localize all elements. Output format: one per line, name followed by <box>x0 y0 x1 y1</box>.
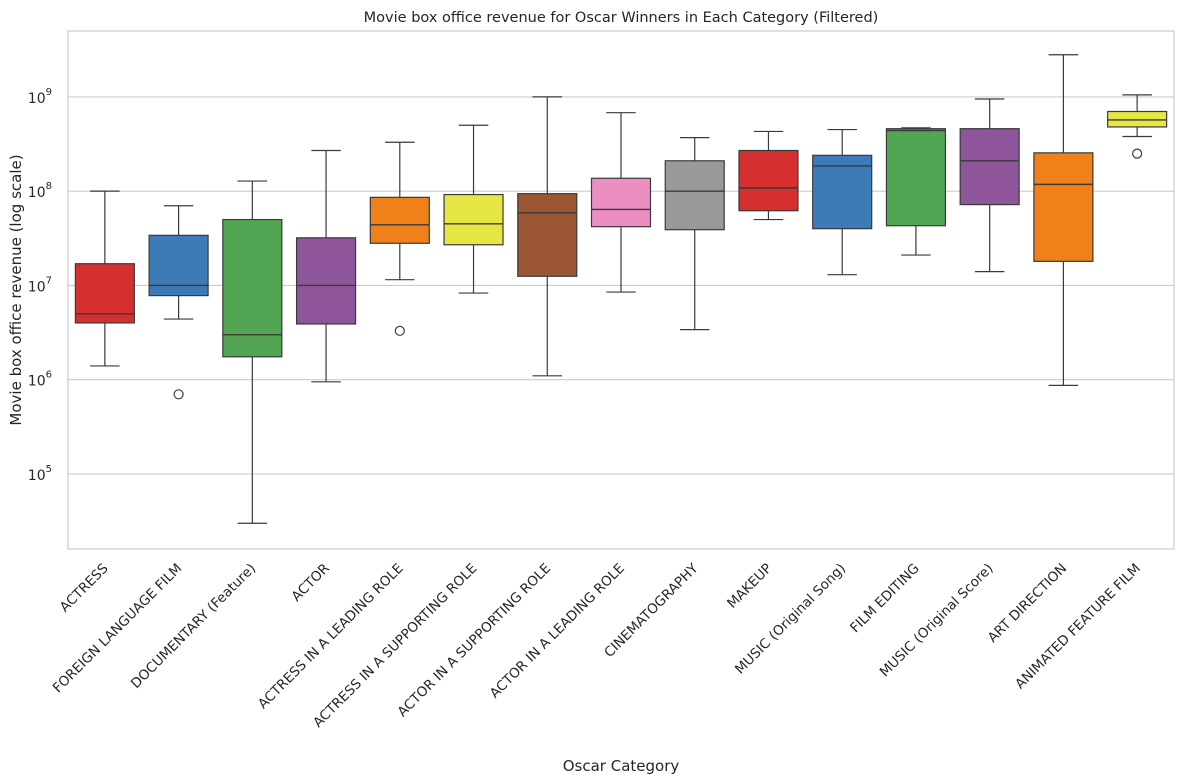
box-group <box>738 130 799 221</box>
box <box>222 218 283 358</box>
box-group <box>590 112 652 293</box>
x-tick-label: ACTOR <box>289 561 333 605</box>
box-group <box>74 190 135 367</box>
box <box>959 128 1020 206</box>
box <box>812 154 873 230</box>
y-axis-label: Movie box office revenue (log scale) <box>7 154 25 425</box>
chart-title: Movie box office revenue for Oscar Winne… <box>364 10 879 26</box>
x-tick-label: DOCUMENTARY (Feature) <box>128 561 259 692</box>
x-tick-label: ACTOR IN A LEADING ROLE <box>487 561 628 702</box>
box <box>885 128 947 227</box>
x-tick-label: ACTOR IN A SUPPORTING ROLE <box>394 561 554 721</box>
box-group <box>959 98 1020 273</box>
x-tick-label: ACTRESS <box>57 561 112 616</box>
x-tick-label: ANIMATED FEATURE FILM <box>1012 561 1144 693</box>
box-group <box>443 124 504 294</box>
box-group <box>885 127 947 256</box>
box-group <box>664 136 725 331</box>
box-group <box>295 149 357 383</box>
outlier-point <box>394 325 405 336</box>
plot-area-frame <box>67 30 1175 550</box>
box <box>443 193 504 246</box>
x-tick-label: MAKEUP <box>724 561 775 612</box>
y-tick-label: 107 <box>28 275 52 295</box>
y-axis-ticks: 105 106 107 108 109 <box>28 87 52 484</box>
y-tick-label: 105 <box>28 464 52 484</box>
box <box>738 149 799 212</box>
box-group <box>1107 94 1168 159</box>
x-tick-label: ART DIRECTION <box>985 561 1070 646</box>
box <box>74 263 135 324</box>
y-tick-label: 108 <box>28 181 52 201</box>
x-tick-label: ACTRESS IN A SUPPORTING ROLE <box>310 561 480 731</box>
box-group <box>369 141 430 336</box>
box <box>664 160 725 231</box>
x-tick-label: ACTRESS IN A LEADING ROLE <box>255 561 407 713</box>
y-tick-label: 109 <box>28 87 52 107</box>
box-group <box>1033 54 1094 387</box>
boxes <box>74 54 1168 524</box>
box <box>1033 152 1094 262</box>
box <box>369 196 430 244</box>
box <box>148 234 209 297</box>
box <box>295 237 357 325</box>
box <box>517 193 578 277</box>
box-group <box>812 128 873 276</box>
box-group <box>222 180 283 524</box>
outlier-point <box>1132 148 1143 159</box>
x-tick-label: FOREIGN LANGUAGE FILM <box>50 561 186 697</box>
box-group <box>148 205 209 400</box>
y-tick-label: 106 <box>28 370 52 390</box>
x-axis-label: Oscar Category <box>563 757 680 775</box>
box-group <box>517 96 578 377</box>
x-tick-label: FILM EDITING <box>847 561 923 637</box>
box <box>590 177 652 228</box>
outlier-point <box>173 389 184 400</box>
